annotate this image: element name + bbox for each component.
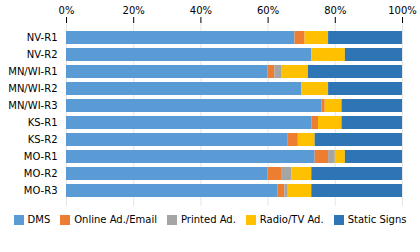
svg-text:60%: 60%	[257, 5, 279, 16]
svg-text:MO-R1: MO-R1	[24, 151, 58, 162]
svg-text:MN/WI-R1: MN/WI-R1	[8, 66, 57, 77]
svg-text:MO-R3: MO-R3	[24, 185, 58, 196]
svg-text:NV-R1: NV-R1	[27, 32, 58, 43]
html-text:Printed Ad.: Printed Ad.	[181, 214, 236, 225]
svg-text:20%: 20%	[123, 5, 145, 16]
svg-text:0%: 0%	[59, 5, 75, 16]
svg-text:40%: 40%	[190, 5, 212, 16]
svg-text:KS-R1: KS-R1	[28, 117, 58, 128]
svg-text:MN/WI-R3: MN/WI-R3	[8, 100, 57, 111]
svg-text:100%: 100%	[388, 5, 417, 16]
html-text:Online Ad./Email: Online Ad./Email	[74, 214, 157, 225]
svg-text:KS-R2: KS-R2	[28, 134, 58, 145]
html-text:Radio/TV Ad.: Radio/TV Ad.	[259, 214, 324, 225]
html-text:DMS: DMS	[27, 214, 51, 225]
svg-text:NV-R2: NV-R2	[27, 49, 58, 60]
svg-text:MN/WI-R2: MN/WI-R2	[8, 83, 57, 94]
svg-text:MO-R2: MO-R2	[24, 168, 58, 179]
html-text:Static Signs: Static Signs	[347, 214, 407, 225]
svg-text:80%: 80%	[324, 5, 346, 16]
